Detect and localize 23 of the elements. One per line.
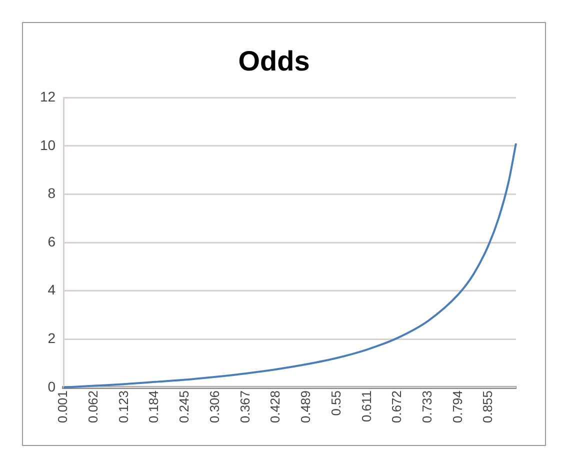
x-tick-label: 0.611 <box>358 390 374 422</box>
y-tick-label: 4 <box>48 282 56 298</box>
x-tick-label: 0.855 <box>480 390 496 424</box>
x-tick-label: 0.367 <box>237 390 252 424</box>
y-tick-label: 2 <box>48 330 56 346</box>
x-tick-label: 0.794 <box>450 390 465 424</box>
y-tick-label: 12 <box>40 88 56 104</box>
y-tick-label: 8 <box>48 185 56 202</box>
x-tick-label: 0.489 <box>298 390 314 424</box>
chart-title: Odds <box>238 46 310 77</box>
y-tick-label: 10 <box>40 136 56 153</box>
y-tick-label: 6 <box>48 233 56 250</box>
x-tick-label: 0.245 <box>176 390 192 424</box>
x-tick-label: 0.55 <box>328 390 344 416</box>
x-tick-label: 0.001 <box>55 390 70 424</box>
x-tick-label: 0.306 <box>206 390 222 424</box>
x-tick-label: 0.672 <box>389 390 404 424</box>
x-tick-label: 0.733 <box>419 390 434 424</box>
x-tick-label: 0.062 <box>86 390 101 424</box>
y-tick-label: 0 <box>48 378 56 394</box>
x-tick-label: 0.123 <box>116 390 131 424</box>
x-tick-label: 0.428 <box>268 390 283 424</box>
x-tick-label: 0.184 <box>146 390 162 424</box>
